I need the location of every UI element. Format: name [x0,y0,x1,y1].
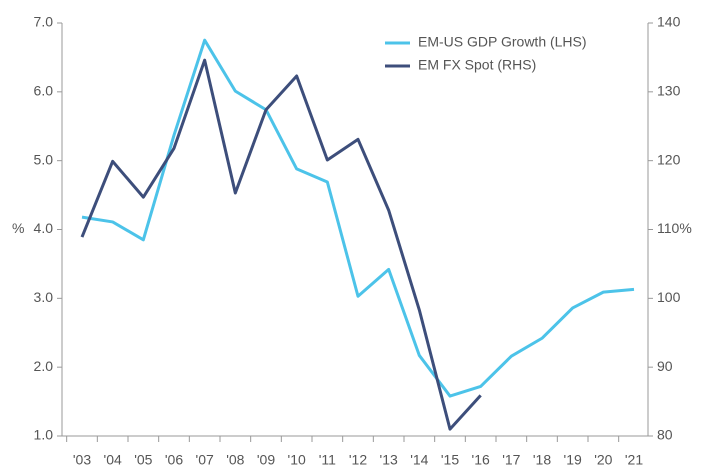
y-tick-label: 5.0 [34,151,54,167]
y-axis-label: % [12,220,24,236]
x-tick-label: '20 [594,452,612,467]
x-tick-label: '05 [134,452,152,467]
y2-tick-label: 100 [657,289,681,305]
x-tick-label: '13 [380,452,398,467]
y2-tick-label: 90 [657,358,673,374]
x-tick-label: '09 [257,452,275,467]
x-tick-label: '16 [472,452,490,467]
y2-tick-label: 130 [657,83,681,99]
x-tick-label: '10 [288,452,306,467]
x-tick-label: '15 [441,452,459,467]
y-tick-label: 7.0 [34,14,54,30]
y2-tick-label: 120 [657,151,681,167]
y-tick-label: 2.0 [34,358,54,374]
x-tick-label: '08 [226,452,244,467]
y2-tick-label: 110% [657,220,692,236]
x-tick-label: '06 [165,452,183,467]
x-tick-label: '19 [564,452,582,467]
y2-tick-label: 80 [657,427,673,443]
x-tick-label: '17 [502,452,520,467]
legend-label: EM-US GDP Growth (LHS) [418,34,587,50]
legend-label: EM FX Spot (RHS) [418,57,536,73]
x-tick-label: '07 [196,452,214,467]
x-tick-label: '12 [349,452,367,467]
line-series [81,38,635,398]
y-tick-label: 4.0 [34,220,54,236]
y2-tick-label: 140 [657,14,681,30]
x-tick-label: '18 [533,452,551,467]
x-tick-label: '14 [410,452,428,467]
x-tick-label: '04 [104,452,122,467]
x-tick-label: '21 [625,452,643,467]
x-tick-label: '03 [73,452,91,467]
y-tick-label: 1.0 [34,427,54,443]
line-series [80,58,482,431]
y-tick-label: 6.0 [34,83,54,99]
x-tick-label: '11 [319,452,336,467]
y-tick-label: 3.0 [34,289,54,305]
